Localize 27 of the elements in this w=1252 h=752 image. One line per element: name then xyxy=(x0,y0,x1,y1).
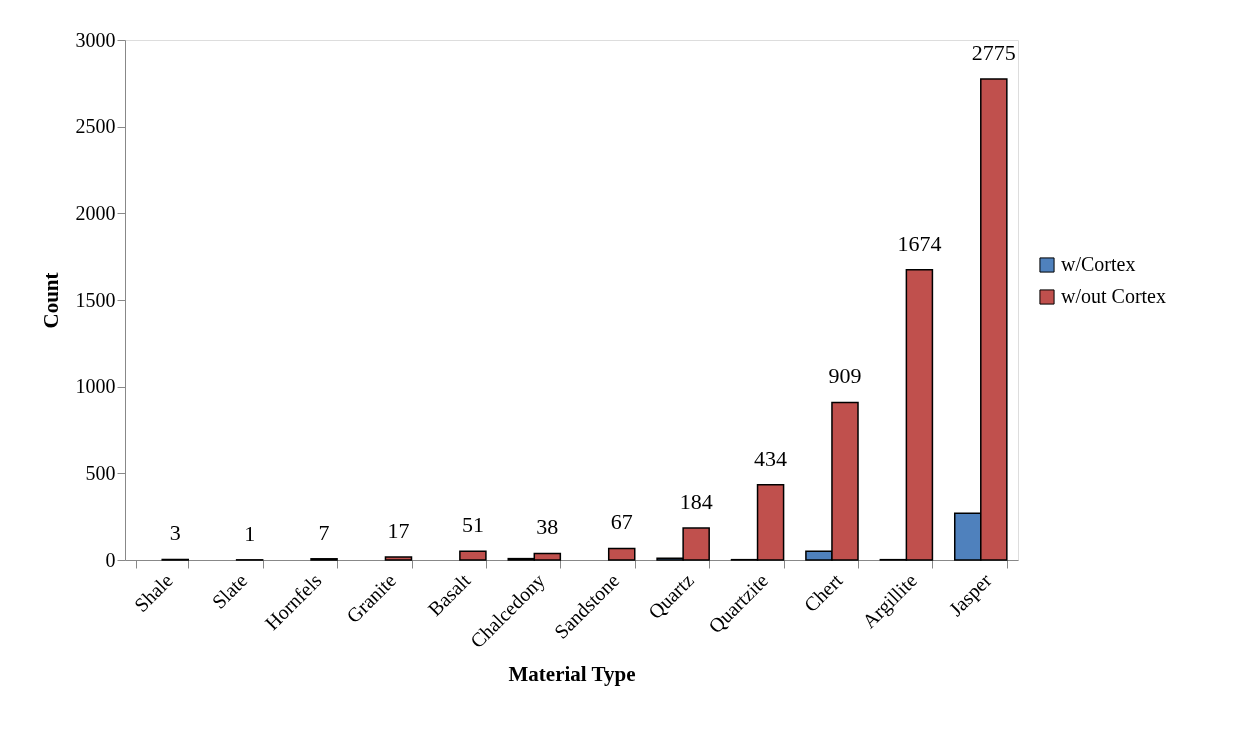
x-axis-title: Material Type xyxy=(508,662,636,687)
y-tick-label: 2500 xyxy=(75,115,116,138)
legend-label: w/out Cortex xyxy=(1061,285,1166,307)
y-tick-label: 1000 xyxy=(75,375,116,398)
data-label: 51 xyxy=(461,512,484,538)
data-label: 3 xyxy=(169,520,181,546)
y-tick-label: 1500 xyxy=(75,288,116,311)
data-label: 1 xyxy=(244,520,256,546)
data-label: 2775 xyxy=(971,40,1016,65)
data-label: 67 xyxy=(610,509,633,535)
bar xyxy=(384,556,413,561)
x-tick-label: Slate xyxy=(207,569,252,613)
y-tick-label: 3000 xyxy=(75,28,116,51)
data-label: 184 xyxy=(679,489,713,515)
data-label: 17 xyxy=(387,518,410,544)
y-tick-label: 0 xyxy=(105,548,116,571)
legend-label: w/Cortex xyxy=(1061,253,1136,275)
data-label: 434 xyxy=(754,445,788,471)
y-tick-label: 500 xyxy=(85,461,116,484)
y-tick-label: 2000 xyxy=(75,201,116,224)
y-axis-title: Count xyxy=(38,272,63,329)
bar xyxy=(459,550,487,561)
data-label: 1674 xyxy=(897,230,942,256)
data-label: 7 xyxy=(318,519,330,545)
data-label: 38 xyxy=(536,514,559,540)
data-label: 909 xyxy=(828,363,862,389)
bar xyxy=(607,547,636,561)
